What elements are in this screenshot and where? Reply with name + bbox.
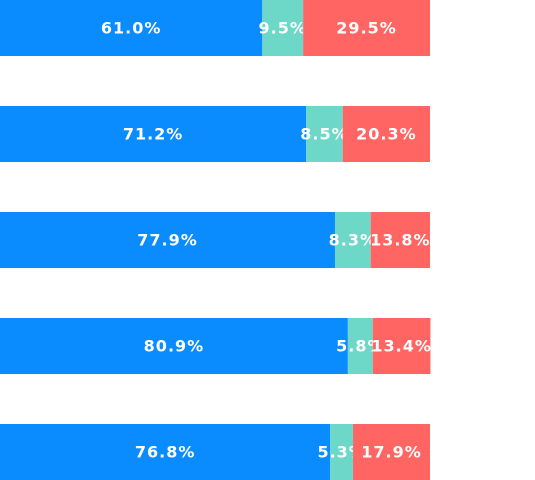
bar-segment-2-2	[370, 212, 430, 268]
bar-segment-0-1	[262, 0, 304, 56]
bar-value-label: 80.9%	[144, 337, 205, 356]
bar-value-label: 5.3%	[317, 443, 365, 462]
bar-segment-1-2	[342, 106, 430, 162]
bar-segment-3-2	[372, 318, 431, 374]
bar-value-label: 13.4%	[371, 337, 432, 356]
bar-segment-2-0	[0, 212, 335, 268]
bar-value-label: 9.5%	[259, 19, 307, 38]
bar-value-label: 77.9%	[137, 231, 198, 250]
bar-segment-0-0	[0, 0, 263, 56]
bar-segment-4-1	[330, 424, 354, 480]
bar-segment-0-2	[303, 0, 430, 56]
bar-segment-3-1	[347, 318, 373, 374]
bar-segment-1-1	[306, 106, 343, 162]
bar-value-label: 8.3%	[329, 231, 377, 250]
bar-value-label: 20.3%	[356, 125, 417, 144]
bar-value-label: 71.2%	[123, 125, 184, 144]
bar-value-label: 76.8%	[135, 443, 196, 462]
bar-segment-4-0	[0, 424, 331, 480]
bar-value-label: 8.5%	[300, 125, 348, 144]
bar-segment-4-2	[353, 424, 430, 480]
bar-value-label: 5.8%	[336, 337, 384, 356]
bar-value-label: 61.0%	[101, 19, 162, 38]
bar-value-label: 29.5%	[336, 19, 397, 38]
bar-segment-2-1	[334, 212, 371, 268]
bar-value-label: 13.8%	[370, 231, 431, 250]
bar-segment-1-0	[0, 106, 307, 162]
bar-value-label: 17.9%	[361, 443, 422, 462]
bar-segment-3-0	[0, 318, 348, 374]
